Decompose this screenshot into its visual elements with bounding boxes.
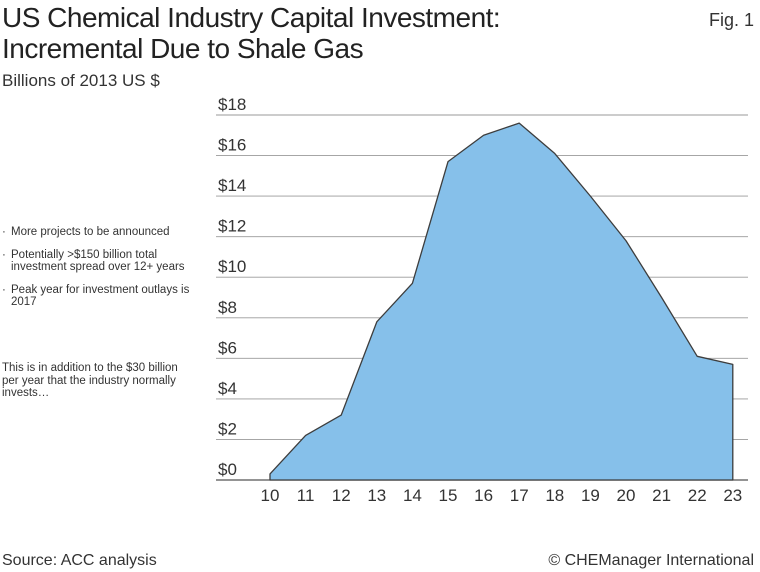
x-tick-label: 10 (261, 486, 280, 505)
bullet-item: Peak year for investment outlays is 2017 (2, 284, 207, 309)
chart-title: US Chemical Industry Capital Investment:… (2, 2, 622, 64)
y-tick-label: $12 (218, 217, 246, 236)
y-tick-label: $2 (218, 419, 237, 438)
figure-label: Fig. 1 (708, 10, 754, 30)
annotation-bullets: More projects to be announced Potentiall… (2, 226, 207, 319)
x-tick-label: 11 (297, 486, 315, 505)
x-tick-label: 16 (474, 486, 493, 505)
x-tick-label: 17 (510, 486, 529, 505)
y-tick-label: $14 (218, 176, 246, 195)
x-tick-label: 13 (367, 486, 386, 505)
x-tick-label: 12 (332, 486, 351, 505)
y-tick-label: $8 (218, 298, 237, 317)
bullet-item: Potentially >$150 billion total investme… (2, 249, 207, 274)
x-axis-ticks: 10 11 12 13 14 15 16 17 18 19 20 21 22 23 (261, 486, 743, 505)
y-tick-label: $18 (218, 95, 246, 114)
chart-subtitle: Billions of 2013 US $ (2, 71, 160, 90)
chart-title-line1: US Chemical Industry Capital Investment: (2, 2, 501, 33)
y-tick-label: $16 (218, 136, 246, 155)
source-note: Source: ACC analysis (2, 552, 157, 569)
x-tick-label: 21 (652, 486, 671, 505)
y-tick-label: $4 (218, 379, 237, 398)
y-tick-label: $10 (218, 257, 246, 276)
y-axis-ticks: $0 $2 $4 $6 $8 $10 $12 $14 $16 $18 (218, 95, 246, 479)
investment-area (269, 122, 734, 481)
x-tick-label: 15 (439, 486, 458, 505)
x-tick-label: 18 (545, 486, 564, 505)
copyright-note: © CHEManager International (548, 552, 754, 569)
x-tick-label: 23 (723, 486, 742, 505)
x-tick-label: 19 (581, 486, 600, 505)
x-tick-label: 22 (688, 486, 707, 505)
series-layer (269, 122, 734, 481)
x-tick-label: 20 (617, 486, 636, 505)
y-tick-label: $0 (218, 460, 237, 479)
bullet-item: More projects to be announced (2, 226, 207, 239)
chart-title-line2: Incremental Due to Shale Gas (2, 33, 364, 64)
annotation-note: This is in addition to the $30 billion p… (2, 362, 178, 399)
y-tick-label: $6 (218, 338, 237, 357)
x-tick-label: 14 (403, 486, 422, 505)
